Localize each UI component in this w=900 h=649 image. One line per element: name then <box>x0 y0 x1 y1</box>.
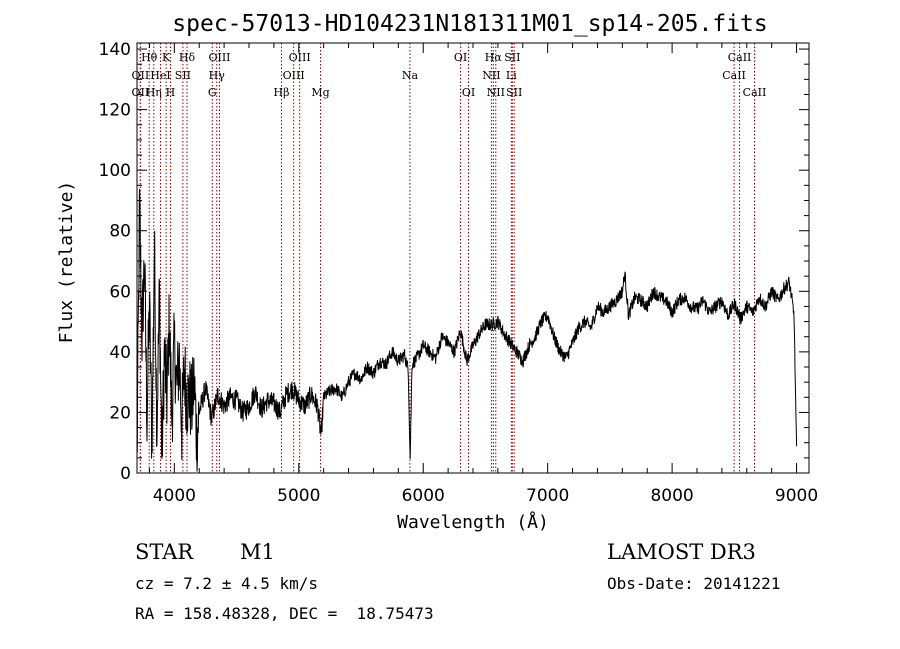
line-marker-label: G <box>208 86 217 99</box>
x-axis-label: Wavelength (Å) <box>397 511 549 533</box>
line-marker-label: CaII <box>743 86 767 99</box>
survey-name: LAMOST DR3 <box>607 540 756 564</box>
x-tick-label: 6000 <box>402 486 445 506</box>
line-marker-lines <box>139 43 755 473</box>
y-axis-ticks: 0 20 40 60 80 100 120 140 <box>99 40 809 484</box>
line-marker-label: Hα <box>485 51 503 64</box>
line-marker-label: OIII <box>289 51 311 64</box>
line-marker-label: Na <box>402 69 419 82</box>
object-subclass: M1 <box>240 540 275 564</box>
x-tick-label: 5000 <box>277 486 320 506</box>
line-marker-label: OIII <box>283 69 305 82</box>
line-marker-label: H <box>166 86 176 99</box>
line-marker-label: OI <box>454 51 467 64</box>
spectrum-chart: spec-57013-HD104231N181311M01_sp14-205.f… <box>56 11 818 533</box>
line-marker-label: Hη <box>146 86 162 99</box>
x-tick-label: 7000 <box>526 486 569 506</box>
y-axis-label: Flux (relative) <box>56 181 77 344</box>
y-tick-label: 120 <box>99 101 131 121</box>
line-marker-label: CaII <box>728 51 752 64</box>
line-marker-label: OI <box>462 86 475 99</box>
redshift-value: cz = 7.2 ± 4.5 km/s <box>135 574 319 593</box>
line-marker-label: Hβ <box>274 86 290 99</box>
line-marker-label: Hγ <box>209 69 226 82</box>
line-marker-label: OII <box>132 69 150 82</box>
y-tick-label: 40 <box>109 343 131 363</box>
x-tick-label: 9000 <box>775 486 818 506</box>
object-class: STAR <box>135 540 194 564</box>
spectrum-line <box>136 188 798 472</box>
line-marker-labels: HθOIIOIIHηHeIKHSIIHδGHγOIIIHβOIIIOIIIMgN… <box>132 51 767 99</box>
line-marker-label: OII <box>132 86 150 99</box>
plot-frame <box>136 42 810 474</box>
line-marker-label: K <box>162 51 171 64</box>
line-marker-label: Mg <box>311 86 329 99</box>
chart-title: spec-57013-HD104231N181311M01_sp14-205.f… <box>172 11 767 37</box>
line-marker-label: SII <box>175 69 191 82</box>
line-marker-label: Hδ <box>179 51 196 64</box>
y-tick-label: 0 <box>120 464 131 484</box>
line-marker-label: OIII <box>208 51 230 64</box>
line-marker-label: CaII <box>722 69 746 82</box>
line-marker-label: SII <box>504 51 520 64</box>
y-tick-label: 60 <box>109 282 131 302</box>
observation-date: Obs-Date: 20141221 <box>607 574 781 593</box>
x-tick-label: 8000 <box>650 486 693 506</box>
coordinates: RA = 158.48328, DEC = 18.75473 <box>135 604 434 623</box>
y-tick-label: 80 <box>109 222 131 242</box>
y-tick-label: 100 <box>99 161 131 181</box>
x-tick-label: 4000 <box>153 486 196 506</box>
line-marker-label: HeI <box>150 69 170 82</box>
line-marker-label: NII <box>482 69 500 82</box>
line-marker-label: SII <box>506 86 522 99</box>
line-marker-label: Li <box>506 69 517 82</box>
line-marker-label: Hθ <box>141 51 158 64</box>
line-marker-label: NII <box>487 86 505 99</box>
y-tick-label: 20 <box>109 403 131 423</box>
y-tick-label: 140 <box>99 40 131 60</box>
x-axis-ticks: 4000 5000 6000 7000 8000 9000 <box>148 43 818 506</box>
